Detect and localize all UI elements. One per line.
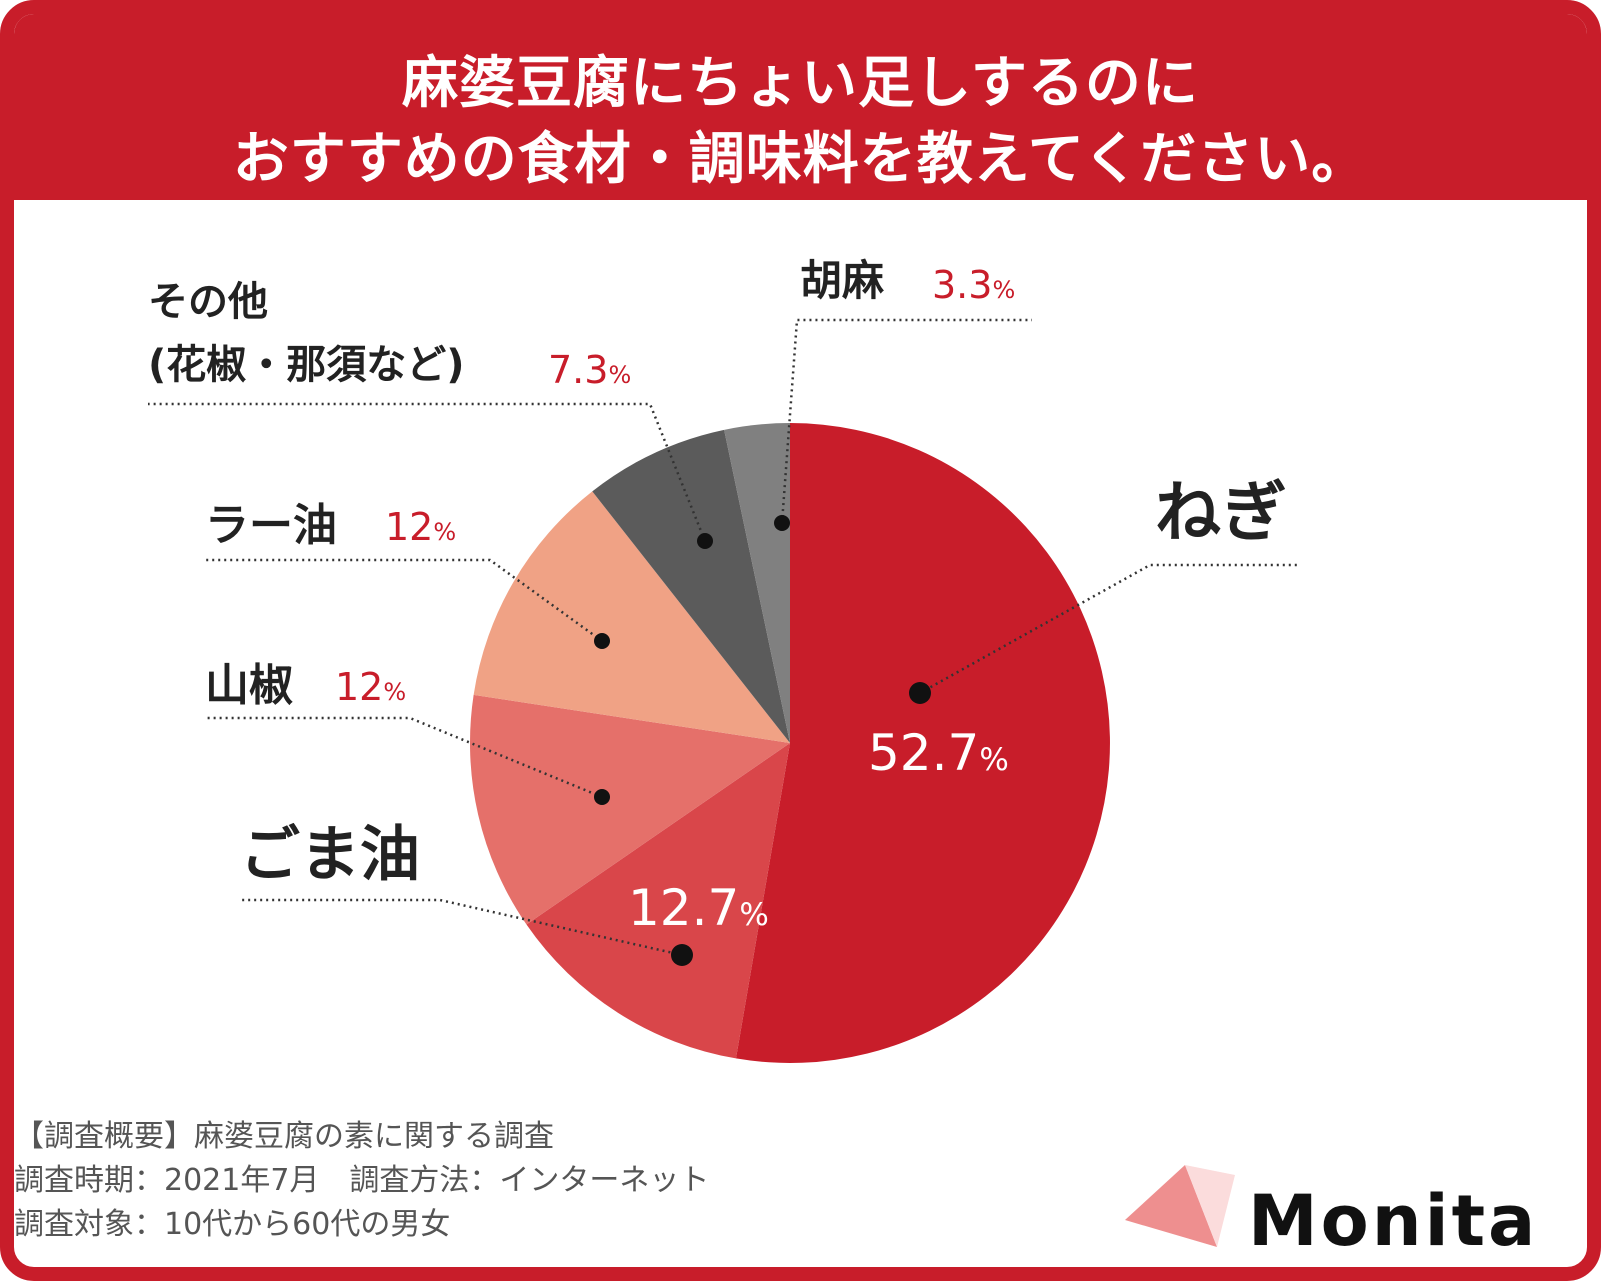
leader-line-3 <box>205 558 603 643</box>
survey-summary: 【調査概要】麻婆豆腐の素に関する調査 調査時期：2021年7月 調査方法：インタ… <box>14 1115 709 1247</box>
slice-unit-5: % <box>992 276 1015 304</box>
survey-overview: 【調査概要】麻婆豆腐の素に関する調査 <box>14 1119 554 1154</box>
pie-slice-1 <box>526 743 790 1059</box>
slice-value-5: 3.3% <box>932 263 1015 307</box>
slice-value-2: 12% <box>335 665 406 709</box>
brand-name: Monita <box>1248 1180 1539 1262</box>
slice-label-5: 胡麻 <box>800 256 884 305</box>
slice-unit-4: % <box>608 361 631 389</box>
leader-dot-0 <box>909 682 931 704</box>
slice-unit-2: % <box>383 678 406 706</box>
slice-unit-3: % <box>433 518 456 546</box>
survey-target: 調査対象：10代から60代の男女 <box>14 1207 451 1242</box>
title-line-1: 麻婆豆腐にちょい足しするのに <box>402 51 1199 116</box>
slice-sublabel-4: (花椒・那須など) <box>148 342 465 388</box>
slice-value-3: 12% <box>385 505 456 549</box>
pie-slice-0 <box>735 423 1110 1063</box>
leader-dot-1 <box>671 944 693 966</box>
pie-slice-4 <box>592 429 790 743</box>
slice-value-4: 7.3% <box>548 348 631 392</box>
slice-label-0: ねぎ <box>1155 474 1287 551</box>
slice-value-1: 12.7% <box>628 879 769 937</box>
leader-dot-2 <box>594 789 610 805</box>
leader-dot-5 <box>774 515 790 531</box>
slice-unit-0: % <box>979 742 1008 778</box>
survey-period-method: 調査時期：2021年7月 調査方法：インターネット <box>14 1163 710 1198</box>
slice-label-2: 山椒 <box>205 660 293 711</box>
title-banner: 麻婆豆腐にちょい足しするのに おすすめの食材・調味料を教えてください。 <box>14 14 1587 200</box>
pie-slice-3 <box>473 491 790 743</box>
monita-logo-icon <box>1125 1165 1235 1247</box>
leader-dot-3 <box>594 633 610 649</box>
slice-label-1: ごま油 <box>240 820 420 890</box>
pie-slice-2 <box>469 694 790 925</box>
slice-unit-1: % <box>739 897 768 933</box>
title-line-2: おすすめの食材・調味料を教えてください。 <box>232 127 1369 192</box>
leader-dot-4 <box>697 533 713 549</box>
slice-label-3: ラー油 <box>205 500 337 551</box>
slice-label-4: その他 <box>148 279 268 325</box>
leader-line-5 <box>780 318 1032 524</box>
leader-line-4 <box>148 402 707 542</box>
pie-slice-5 <box>724 423 790 743</box>
